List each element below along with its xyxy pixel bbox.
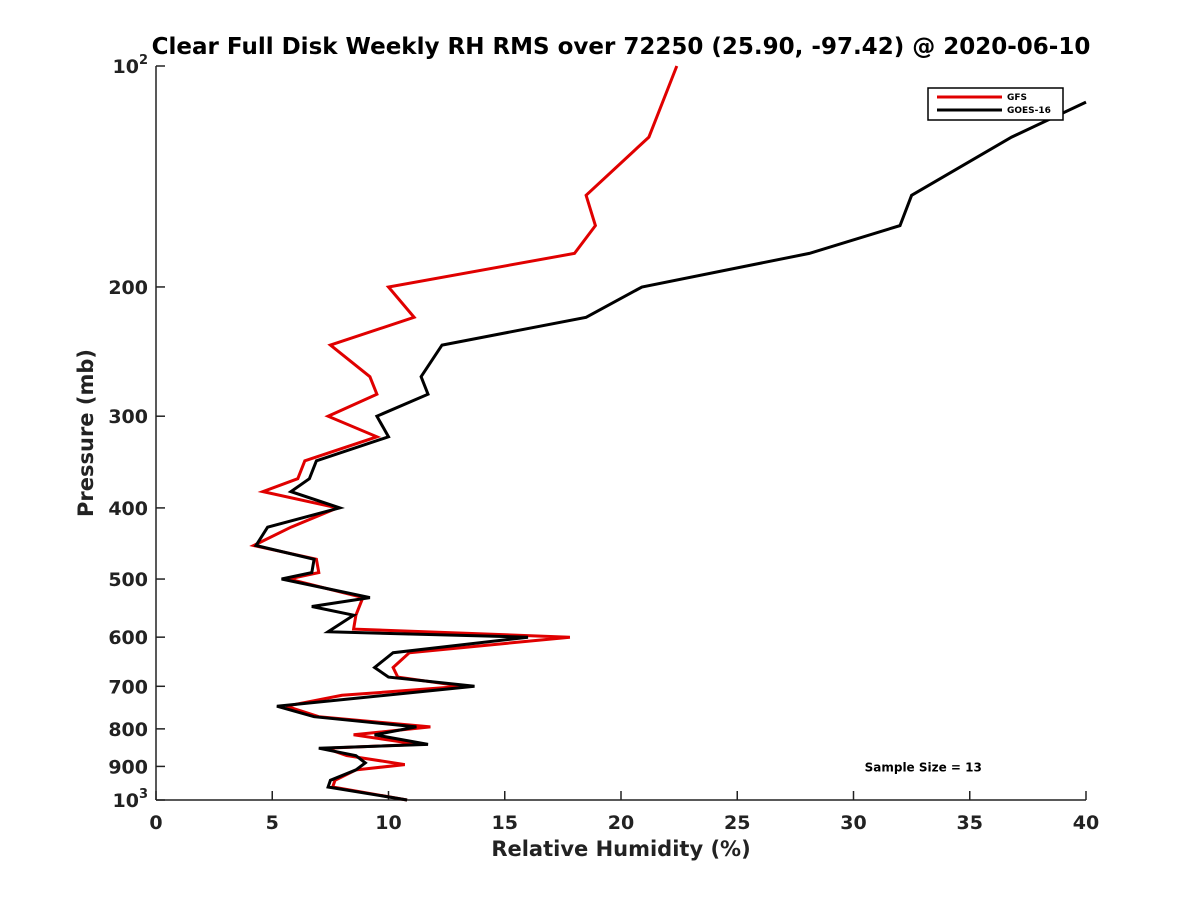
x-tick-label: 20 [608,812,634,834]
y-tick-label: 900 [108,756,148,778]
y-tick-label: 800 [108,719,148,741]
axes: 0 5 10 15 20 25 30 35 40 102 200 300 400 500 600 700 800… [108,53,1099,834]
series-line-gfs [249,65,679,802]
y-tick-label: 500 [108,569,148,591]
x-tick-label: 35 [957,812,983,834]
y-tick-label: 300 [108,406,148,428]
y-tick-label: 600 [108,627,148,649]
x-tick-label: 0 [149,812,162,834]
y-tick-label: 400 [108,498,148,520]
legend-label: GFS [1007,93,1027,103]
x-tick-label: 40 [1073,812,1099,834]
y-tick-label: 102 [113,53,149,78]
series-layer [249,65,1087,802]
x-tick-label: 25 [724,812,750,834]
y-tick-label: 200 [108,277,148,299]
x-tick-label: 5 [266,812,279,834]
x-tick-label: 10 [375,812,401,834]
x-tick-label: 30 [840,812,866,834]
legend-box [927,87,1064,121]
x-tick-label: 15 [492,812,518,834]
series-line-goes-16 [253,100,1087,802]
y-tick-label: 700 [108,676,148,698]
sample-size-note: Sample Size = 13 [865,760,982,774]
y-axis-label: Pressure (mb) [74,349,98,517]
annotations: Sample Size = 13 [865,760,982,774]
legend-label: GOES-16 [1007,106,1051,116]
x-axis-label: Relative Humidity (%) [491,837,750,861]
y-tick-label: 103 [113,787,149,812]
chart-title: Clear Full Disk Weekly RH RMS over 72250… [152,34,1091,60]
legend: GFS GOES-16 [927,87,1064,121]
